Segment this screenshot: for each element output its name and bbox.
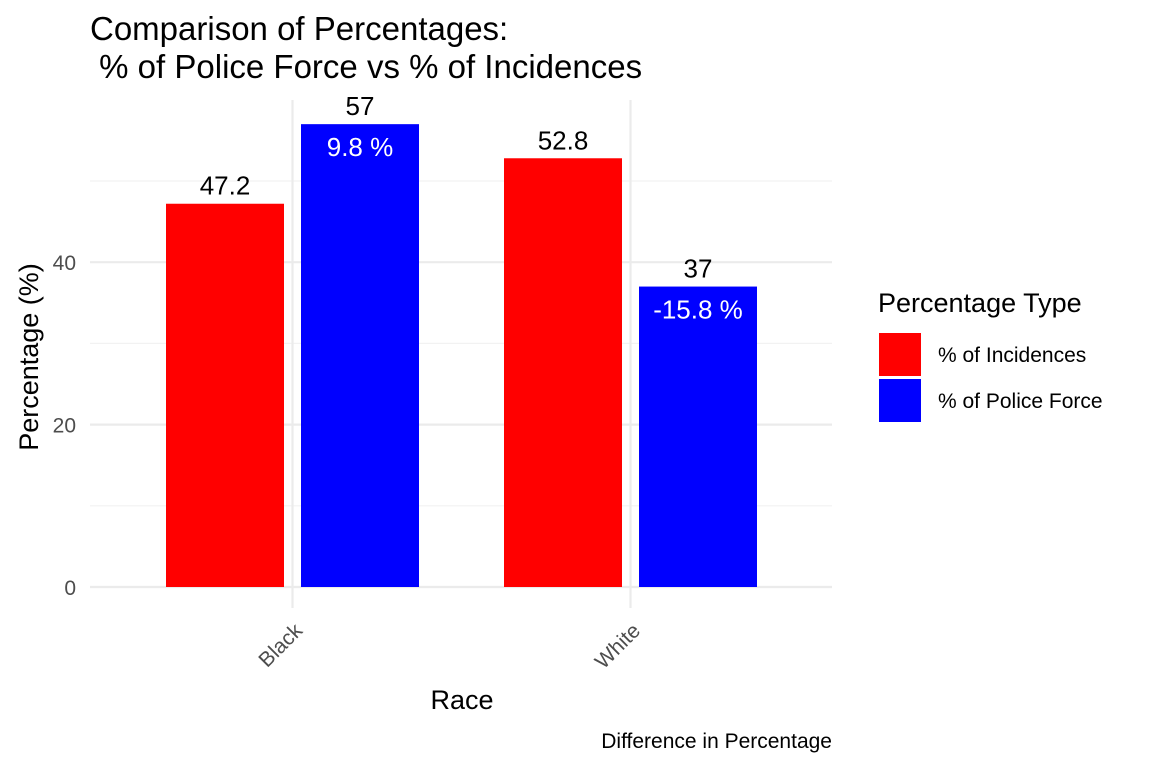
legend-key-police-force <box>879 379 921 422</box>
bar-police-force-black <box>301 124 419 587</box>
legend-label-police-force: % of Police Force <box>938 390 1103 413</box>
value-label-incidences-white: 52.8 <box>538 125 589 155</box>
y-axis-title: Percentage (%) <box>14 263 44 451</box>
chart-title-line-1: Comparison of Percentages: <box>90 10 508 47</box>
legend: Percentage Type % of Incidences % of Pol… <box>878 288 1103 422</box>
bar-incidences-black <box>166 203 284 587</box>
bar-labels-group: 47.2 52.8 57 37 9.8 % -15.8 % <box>200 91 743 324</box>
value-label-incidences-black: 47.2 <box>200 171 251 201</box>
bar-incidences-white <box>504 158 622 587</box>
chart-caption: Difference in Percentage <box>601 730 832 753</box>
y-tick-label: 0 <box>64 577 76 600</box>
x-tick-label-black: Black <box>254 619 307 672</box>
legend-label-incidences: % of Incidences <box>938 344 1086 367</box>
legend-key-incidences <box>879 333 921 376</box>
difference-label-black: 9.8 % <box>327 132 394 162</box>
y-tick-label: 20 <box>53 415 76 438</box>
value-label-police-force-black: 57 <box>346 91 375 121</box>
x-axis-title: Race <box>430 685 493 715</box>
chart-title-line-2: % of Police Force vs % of Incidences <box>90 48 642 85</box>
bars-group <box>166 124 757 587</box>
y-tick-label: 40 <box>53 252 76 275</box>
bar-police-force-white <box>639 286 757 587</box>
legend-title: Percentage Type <box>878 288 1082 318</box>
x-tick-label-white: White <box>591 619 645 673</box>
value-label-police-force-white: 37 <box>684 254 713 284</box>
difference-label-white: -15.8 % <box>653 295 743 325</box>
